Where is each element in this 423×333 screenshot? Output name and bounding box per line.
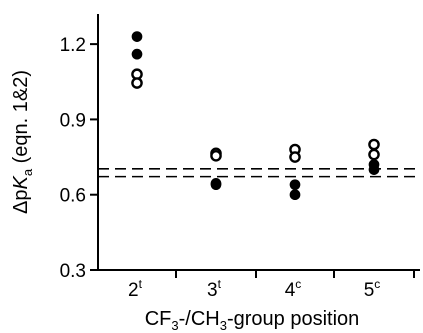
x-tick-label: 3t — [207, 277, 222, 301]
x-tick-label: 5c — [364, 277, 381, 301]
open-data-point — [131, 77, 143, 89]
x-axis-label: CF3-/CH3-group position — [145, 308, 360, 333]
x-tick-label: 4c — [285, 277, 302, 301]
x-tick-label: 2t — [128, 277, 143, 301]
reference-lines — [98, 168, 420, 178]
y-axis-label: ΔpKa (eqn. 1&2) — [10, 70, 35, 214]
y-tick-label: 0.3 — [60, 261, 86, 282]
open-data-point — [210, 150, 222, 162]
filled-data-point — [289, 189, 301, 201]
filled-data-point — [131, 31, 143, 42]
open-data-point — [368, 148, 380, 161]
y-ticks: 0.3 0.6 0.9 1.2 — [60, 35, 98, 282]
data-points — [131, 31, 380, 201]
open-data-point — [368, 138, 380, 151]
axes — [97, 14, 420, 271]
y-tick-label: 0.6 — [60, 186, 86, 207]
filled-data-point — [368, 164, 380, 175]
filled-data-point — [210, 179, 222, 191]
filled-data-point — [131, 48, 143, 60]
x-ticks: 2t 3t 4c 5c — [128, 270, 415, 301]
y-tick-label: 1.2 — [60, 35, 86, 56]
open-data-point — [289, 151, 301, 163]
filled-data-point — [289, 179, 301, 191]
y-tick-label: 0.9 — [60, 110, 86, 131]
